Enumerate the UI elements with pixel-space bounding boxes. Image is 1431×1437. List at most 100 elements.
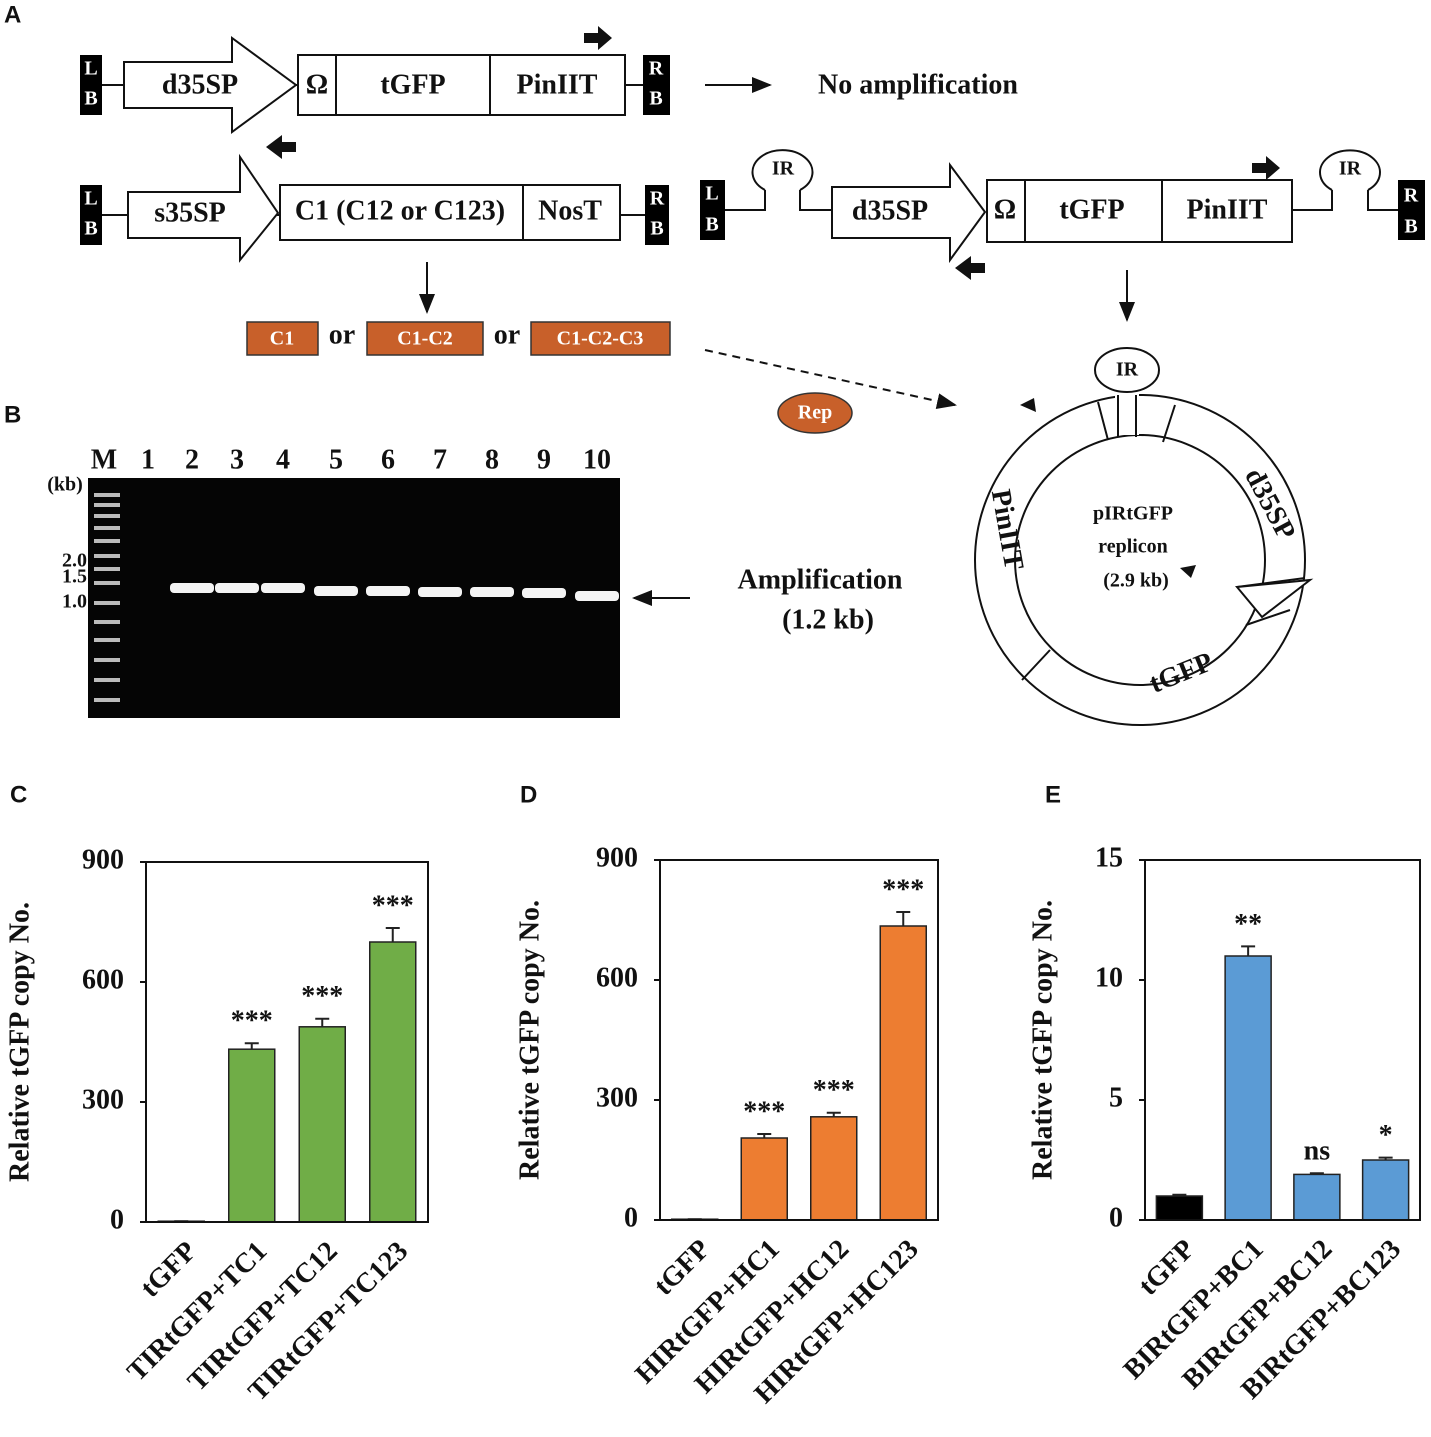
border-label: R	[650, 188, 665, 210]
lane-label: 1	[141, 444, 155, 475]
border-label: B	[705, 214, 718, 236]
bar	[1155, 1195, 1204, 1221]
gel-band	[314, 586, 358, 596]
replicon-segment: d35SP	[1238, 463, 1301, 545]
segment: PinIIT	[1187, 194, 1268, 225]
y-tick-label: 5	[1109, 1082, 1123, 1113]
loop-label: IR	[1116, 359, 1139, 381]
lane-label: 9	[537, 444, 551, 475]
ladder-band	[94, 554, 120, 558]
ladder-band	[94, 514, 120, 518]
loop-label: IR	[772, 158, 795, 180]
error-bar	[896, 911, 911, 926]
marker-label: 1.5	[62, 566, 87, 588]
significance: ***	[231, 1006, 273, 1037]
border-label: R	[649, 58, 664, 80]
plot-frame	[1144, 859, 1421, 1221]
y-axis-label: Relative tGFP copy No.	[1027, 900, 1058, 1180]
gel-result: (1.2 kb)	[782, 604, 874, 635]
panel-label: A	[4, 1, 21, 28]
y-tick-label: 600	[596, 962, 638, 993]
gel-band	[215, 583, 259, 593]
gel-band	[575, 591, 619, 601]
lane-label: M	[91, 444, 117, 475]
ladder-band	[94, 678, 120, 682]
bar	[1361, 1159, 1410, 1221]
construct: L B s35SP C1 (C12 or C123) NosT R B	[80, 135, 669, 314]
construct: L B d35SP Ω tGFP PinIIT R B No amplifica…	[80, 26, 1018, 134]
ladder-band	[94, 638, 120, 642]
significance: ***	[372, 890, 414, 921]
replicon-center: pIRtGFP	[1093, 503, 1173, 525]
significance: ***	[882, 874, 924, 905]
segment: tGFP	[380, 69, 445, 100]
product: C1	[270, 328, 294, 350]
product: C1-C2-C3	[557, 328, 644, 350]
y-tick-label: 0	[110, 1204, 124, 1235]
border-label: B	[650, 218, 663, 240]
border-label: L	[705, 183, 718, 205]
ladder-band	[94, 620, 120, 624]
error-bar	[1309, 1172, 1324, 1175]
lane-label: 10	[583, 444, 611, 475]
significance: ***	[743, 1096, 785, 1127]
ladder-band	[94, 658, 120, 662]
segment: d35SP	[852, 195, 928, 226]
bar	[228, 1048, 276, 1223]
lane-label: 8	[485, 444, 499, 475]
lane-label: 3	[230, 444, 244, 475]
replicon: IR d35SP tGFP PinIIT pIRtGFP replicon (2…	[974, 347, 1314, 726]
ladder-band	[94, 581, 120, 585]
border-label: R	[1404, 185, 1419, 207]
y-tick-label: 0	[624, 1202, 638, 1233]
gel-unit: (kb)	[47, 474, 83, 496]
border-label: L	[84, 188, 97, 210]
gel-band	[418, 587, 462, 597]
y-tick-label: 900	[596, 842, 638, 873]
error-bar	[244, 1042, 259, 1050]
segment: Ω	[994, 194, 1016, 225]
bar	[1293, 1173, 1341, 1221]
ladder-band	[94, 493, 120, 497]
y-tick-label: 0	[1109, 1202, 1123, 1233]
gel-band	[170, 583, 214, 593]
significance: *	[1379, 1120, 1393, 1151]
segment: C1 (C12 or C123)	[295, 195, 505, 226]
bar	[298, 1026, 346, 1223]
lane-label: 5	[329, 444, 343, 475]
error-bar	[385, 927, 400, 942]
y-tick-label: 300	[82, 1084, 124, 1115]
y-tick-label: 300	[596, 1082, 638, 1113]
ladder-band	[94, 539, 120, 543]
border-label: B	[84, 218, 97, 240]
y-tick-label: 10	[1095, 962, 1123, 993]
gel-band	[470, 587, 514, 597]
construct: IR IR L B d35SP Ω tGFP PinIIT R B	[700, 149, 1425, 322]
error-bar	[1241, 945, 1256, 956]
lane-label: 6	[381, 444, 395, 475]
plot-frame	[145, 861, 429, 1223]
significance: **	[1234, 909, 1262, 940]
segment: d35SP	[162, 69, 238, 100]
significance: ***	[813, 1075, 855, 1106]
plot-frame	[659, 859, 939, 1221]
significance: ns	[1304, 1136, 1331, 1167]
bar	[369, 941, 417, 1223]
error-bar	[315, 1017, 330, 1027]
lane-label: 4	[276, 444, 290, 475]
ladder-band	[94, 698, 120, 702]
replicon-segment: tGFP	[1145, 646, 1217, 699]
error-bar	[1172, 1193, 1187, 1196]
panel-label: E	[1045, 781, 1061, 808]
ladder-band	[94, 503, 120, 507]
bar	[879, 925, 927, 1221]
gel-band	[366, 586, 410, 596]
ladder-band	[94, 526, 120, 530]
lane-label: 7	[433, 444, 447, 475]
bar	[740, 1137, 788, 1221]
replicon-center: replicon	[1098, 536, 1168, 558]
y-tick-label: 900	[82, 844, 124, 875]
marker-label: 1.0	[62, 591, 87, 613]
border-label: B	[84, 88, 97, 110]
